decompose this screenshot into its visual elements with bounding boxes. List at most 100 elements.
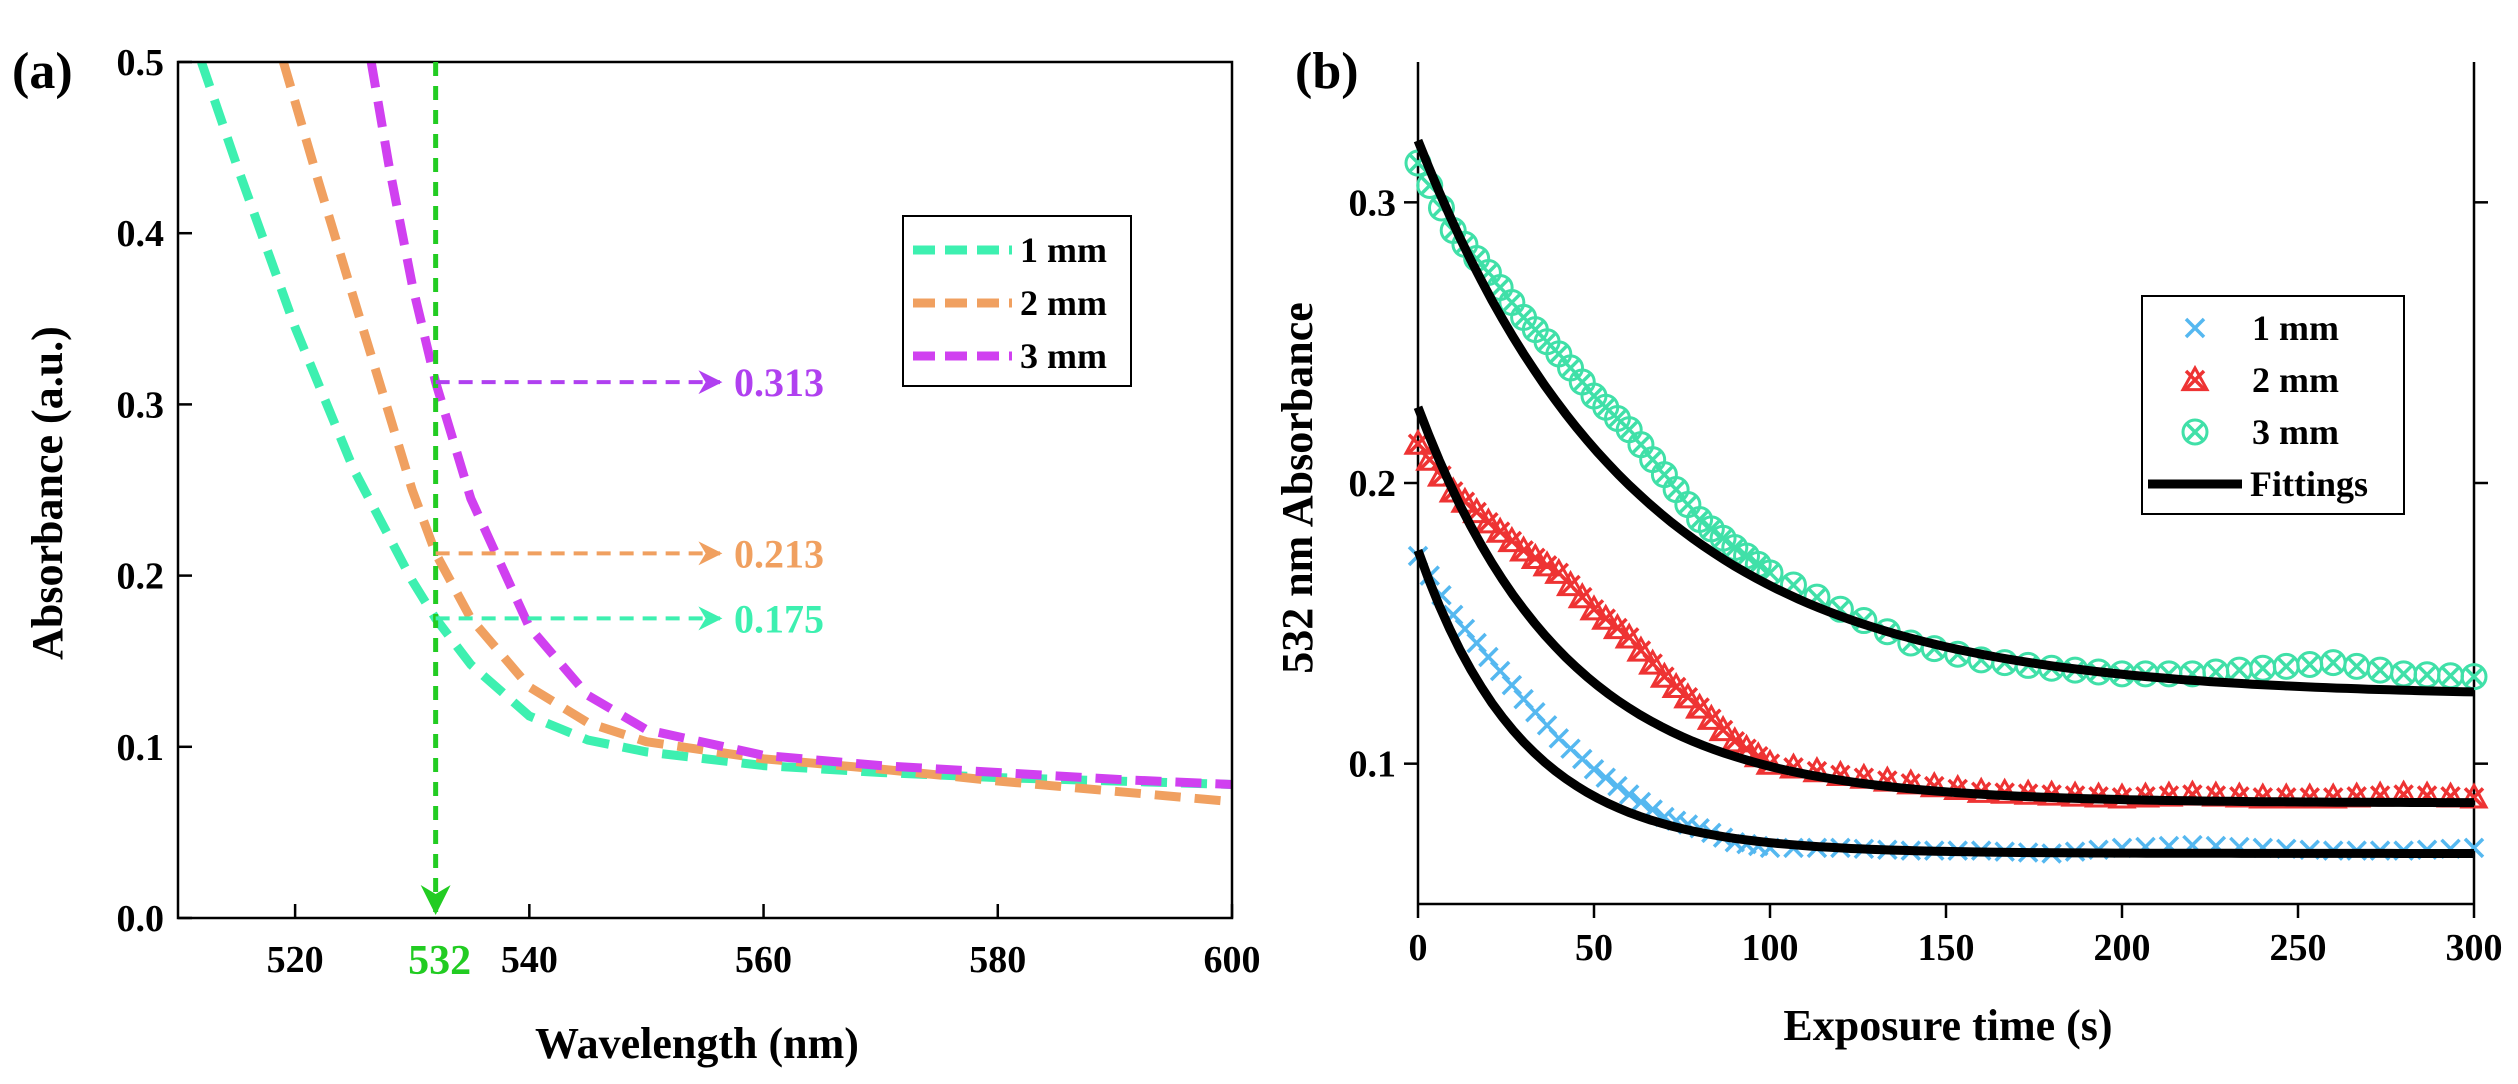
marker-triangle <box>1708 714 1738 742</box>
legend-label-3mm: 3 mm <box>1020 336 1107 376</box>
marker-cross <box>1630 791 1652 813</box>
marker-cross <box>2322 652 2344 673</box>
x-tick-label-540: 540 <box>501 939 558 981</box>
data-point <box>2319 649 2347 677</box>
marker-cross <box>1595 767 1616 788</box>
marker-cross <box>2393 663 2414 685</box>
legend-label-2mm: 2 mm <box>1020 283 1107 323</box>
panel-a-label: (a) <box>12 43 73 100</box>
y-tick-label-0.3: 0.3 <box>117 384 165 426</box>
marker-triangle <box>2271 782 2301 809</box>
marker-triangle <box>1544 557 1574 584</box>
panel-b-plot-area: 0 50 100 150 200 250 300 0.1 0.2 0.3 <box>1349 62 2503 969</box>
marker-cross <box>1607 775 1628 797</box>
fitting-curve-1mm <box>1413 548 2474 858</box>
marker-cross <box>1489 277 1511 298</box>
marker-cross <box>1630 434 1652 455</box>
data-point <box>2437 662 2465 690</box>
x-tick-label-520: 520 <box>267 939 324 981</box>
legend-label-3mm: 3 mm <box>2252 412 2339 452</box>
panel-b-y-axis-title: 532 nm Absorbance <box>1273 302 1322 674</box>
y-tick-label-0.2: 0.2 <box>117 556 165 598</box>
marker-cross <box>1501 292 1523 313</box>
legend-box <box>902 215 1132 387</box>
data-point <box>2390 660 2418 688</box>
panel-a-frame <box>176 60 1234 920</box>
marker-cross <box>1642 449 1663 470</box>
marker-triangle <box>1626 635 1656 662</box>
data-point <box>2249 654 2277 682</box>
data-point <box>2366 656 2394 684</box>
marker-cross <box>2184 317 2206 339</box>
marker-triangle <box>1919 771 1949 798</box>
marker-cross <box>1583 759 1605 780</box>
marker-cross <box>1654 464 1675 485</box>
series-3mm-curve <box>366 62 1232 789</box>
marker-cross <box>2299 654 2320 675</box>
x-tick-label-150: 150 <box>1918 927 1975 969</box>
marker-triangle <box>1649 661 1679 688</box>
y-tick-label-0.2: 0.2 <box>1349 463 1397 505</box>
legend-label-Fittings: Fittings <box>2250 464 2368 504</box>
marker-triangle <box>2248 782 2278 809</box>
marker-triangle <box>2224 781 2254 808</box>
marker-triangle <box>1696 703 1726 730</box>
marker-triangle <box>1403 428 1433 455</box>
marker-cross <box>2369 659 2391 681</box>
y-tick-label-0.1: 0.1 <box>117 727 165 769</box>
marker-triangle <box>1520 542 1550 569</box>
legend-label-1mm: 1 mm <box>2252 308 2339 348</box>
marker-cross <box>2229 659 2250 681</box>
marker-triangle <box>2180 364 2210 392</box>
panel-b: (b) 0 50 100 150 200 250 300 0.1 0.2 0.3 Exposure… <box>1273 43 2503 1050</box>
data-point <box>1618 784 1640 805</box>
marker-triangle <box>1532 550 1562 577</box>
marker-triangle <box>1685 692 1715 719</box>
marker-cross <box>1665 479 1687 500</box>
fitting-curve-3mm <box>1413 138 2475 697</box>
panel-a-y-axis-title: Absorbance (a.u.) <box>23 326 72 660</box>
x-tick-label-250: 250 <box>2270 927 2327 969</box>
legend-label-2mm: 2 mm <box>2252 360 2339 400</box>
x-tick-label-100: 100 <box>1742 927 1799 969</box>
marker-cross <box>2276 656 2297 677</box>
x-tick-label-580: 580 <box>969 939 1026 981</box>
data-point <box>1595 767 1616 788</box>
data-point <box>1403 428 1433 455</box>
marker-triangle <box>1473 507 1503 534</box>
marker-triangle <box>2318 782 2348 809</box>
marker-cross <box>2252 658 2274 679</box>
x-tick-label-300: 300 <box>2446 927 2503 969</box>
marker-triangle <box>1497 525 1527 553</box>
x-tick-label-600: 600 <box>1204 939 1261 981</box>
marker-triangle <box>1462 496 1492 524</box>
x-tick-label-50: 50 <box>1575 927 1613 969</box>
annotation-label-0.313: 0.313 <box>734 360 824 405</box>
data-point <box>1583 759 1605 780</box>
marker-cross <box>2184 421 2206 443</box>
marker-triangle <box>1567 582 1597 609</box>
legend-label-1mm: 1 mm <box>1020 230 1107 270</box>
marker-triangle <box>1591 603 1621 630</box>
x-tick-label-0: 0 <box>1409 927 1428 969</box>
marker-triangle <box>1485 516 1515 543</box>
marker-triangle <box>1638 648 1668 675</box>
marker-triangle <box>1673 682 1703 709</box>
marker-triangle <box>1579 594 1609 621</box>
panel-b-label: (b) <box>1295 43 1359 100</box>
marker-cross <box>2416 664 2438 686</box>
marker-cross <box>2184 369 2206 391</box>
panel-b-x-axis-title: Exposure time (s) <box>1783 1001 2112 1050</box>
marker-cross <box>1677 494 1699 515</box>
marker-circle <box>2181 418 2209 446</box>
data-point <box>1607 775 1628 797</box>
series-1mm-curve <box>197 62 1232 789</box>
panel-a: (a) 520 540 560 580 600 0.0 0.1 0.2 0.3 0.4 0.5 532… <box>12 42 1261 1068</box>
marker-triangle <box>1661 671 1691 699</box>
y-tick-label-0.5: 0.5 <box>117 42 165 84</box>
marker-cross <box>2440 665 2461 686</box>
marker-cross <box>1736 545 1757 567</box>
marker-cross <box>2346 656 2367 677</box>
marker-cross <box>1407 433 1429 454</box>
panel-a-legend: 1 mm 2 mm 3 mm <box>902 215 1132 387</box>
